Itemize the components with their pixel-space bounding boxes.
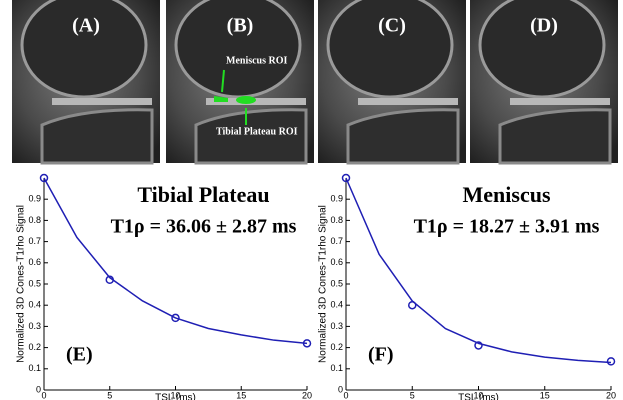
y-tick-label: 0.2 (28, 342, 41, 352)
x-axis-label: TSL (ms) (458, 393, 499, 400)
y-tick-label: 0 (338, 384, 343, 394)
panel-label: (E) (66, 344, 93, 366)
roi-label: Tibial Plateau ROI (216, 126, 298, 137)
chart-subtitle: T1ρ = 18.27 ± 3.91 ms (414, 216, 600, 238)
roi-tibial (236, 96, 256, 104)
joint-space (510, 98, 610, 105)
y-tick-label: 0.7 (28, 236, 41, 246)
x-tick-label: 0 (343, 390, 348, 400)
y-tick-label: 0.5 (28, 278, 41, 288)
y-tick-label: 0.8 (28, 215, 41, 225)
y-tick-label: 0.9 (28, 194, 41, 204)
y-tick-label: 0.1 (330, 363, 343, 373)
x-axis-label: TSL (ms) (155, 393, 196, 400)
mri-image: (A) (12, 0, 160, 163)
chart-subtitle: T1ρ = 36.06 ± 2.87 ms (111, 216, 297, 238)
y-tick-label: 0.4 (28, 300, 41, 310)
mri-image: (D) (470, 0, 618, 163)
data-point (608, 358, 615, 365)
x-tick-label: 0 (41, 390, 46, 400)
y-tick-label: 0.3 (330, 321, 343, 331)
joint-space (52, 98, 152, 105)
panel-label: (A) (72, 15, 100, 37)
roi-label: Meniscus ROI (226, 55, 288, 66)
x-tick-label: 5 (410, 390, 415, 400)
mri-image: (C) (318, 0, 466, 163)
y-axis-label: Normalized 3D Cones-T1rho Signal (16, 205, 27, 363)
tibia (348, 110, 458, 163)
x-tick-label: 20 (606, 390, 616, 400)
tibia (500, 110, 610, 163)
panel-label: (D) (530, 15, 558, 37)
chart-title: Tibial Plateau (137, 182, 269, 207)
mri-image: (B) Meniscus ROI Tibial Plateau ROI (166, 0, 314, 163)
y-tick-label: 0.3 (28, 321, 41, 331)
y-axis-label: Normalized 3D Cones-T1rho Signal (318, 205, 329, 363)
y-tick-label: 0.9 (330, 194, 343, 204)
y-tick-label: 0.4 (330, 300, 343, 310)
tibia (42, 110, 152, 163)
panel-label: (B) (227, 15, 254, 37)
y-tick-label: 0.5 (330, 278, 343, 288)
x-tick-label: 5 (107, 390, 112, 400)
x-tick-label: 20 (302, 390, 312, 400)
panel-label: (C) (378, 15, 406, 37)
y-tick-label: 0.6 (28, 257, 41, 267)
panel-label: (F) (368, 344, 394, 366)
y-tick-label: 0 (36, 384, 41, 394)
figure: (A) (B) Meniscus ROI Tibial Plateau ROI (C) (… (0, 0, 623, 400)
x-tick-label: 15 (236, 390, 246, 400)
y-tick-label: 0.1 (28, 363, 41, 373)
y-tick-label: 0.8 (330, 215, 343, 225)
y-tick-label: 0.6 (330, 257, 343, 267)
y-tick-label: 0.7 (330, 236, 343, 246)
y-tick-label: 0.2 (330, 342, 343, 352)
chart-title: Meniscus (463, 182, 551, 207)
x-tick-label: 15 (540, 390, 550, 400)
joint-space (358, 98, 458, 105)
